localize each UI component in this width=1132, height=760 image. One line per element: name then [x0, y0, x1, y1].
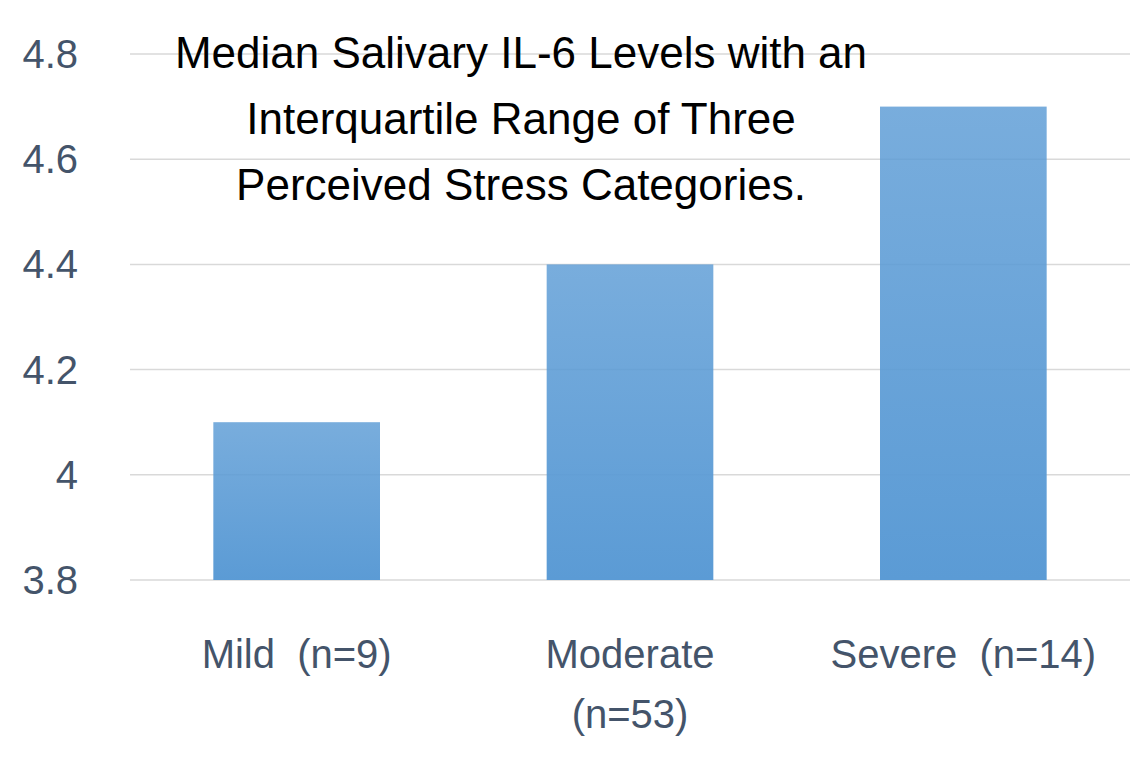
x-tick-label: Mild (n=9) — [202, 632, 392, 676]
bar — [547, 264, 714, 580]
chart-title: Median Salivary IL-6 Levels with anInter… — [175, 28, 867, 209]
chart-svg: 3.8 4 4.2 4.4 4.6 4.8 Mild (n=9) Moderate(n=53)… — [0, 0, 1132, 760]
x-tick-label: Moderate(n=53) — [546, 632, 715, 736]
x-tick-label: Severe (n=14) — [830, 632, 1096, 676]
bar — [213, 422, 380, 580]
y-tick-label: 4.2 — [22, 348, 78, 392]
y-tick-label: 3.8 — [22, 558, 78, 602]
y-tick-label: 4 — [56, 453, 78, 497]
y-tick-label: 4.6 — [22, 137, 78, 181]
y-tick-label: 4.4 — [22, 242, 78, 286]
grid — [130, 54, 1130, 580]
bar — [880, 107, 1047, 580]
chart-container: 3.8 4 4.2 4.4 4.6 4.8 Mild (n=9) Moderate(n=53)… — [0, 0, 1132, 760]
y-tick-label: 4.8 — [22, 32, 78, 76]
bars — [213, 107, 1046, 580]
